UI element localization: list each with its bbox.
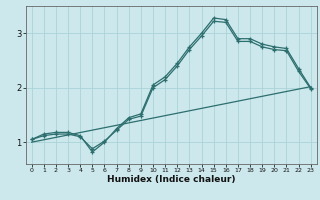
- X-axis label: Humidex (Indice chaleur): Humidex (Indice chaleur): [107, 175, 236, 184]
